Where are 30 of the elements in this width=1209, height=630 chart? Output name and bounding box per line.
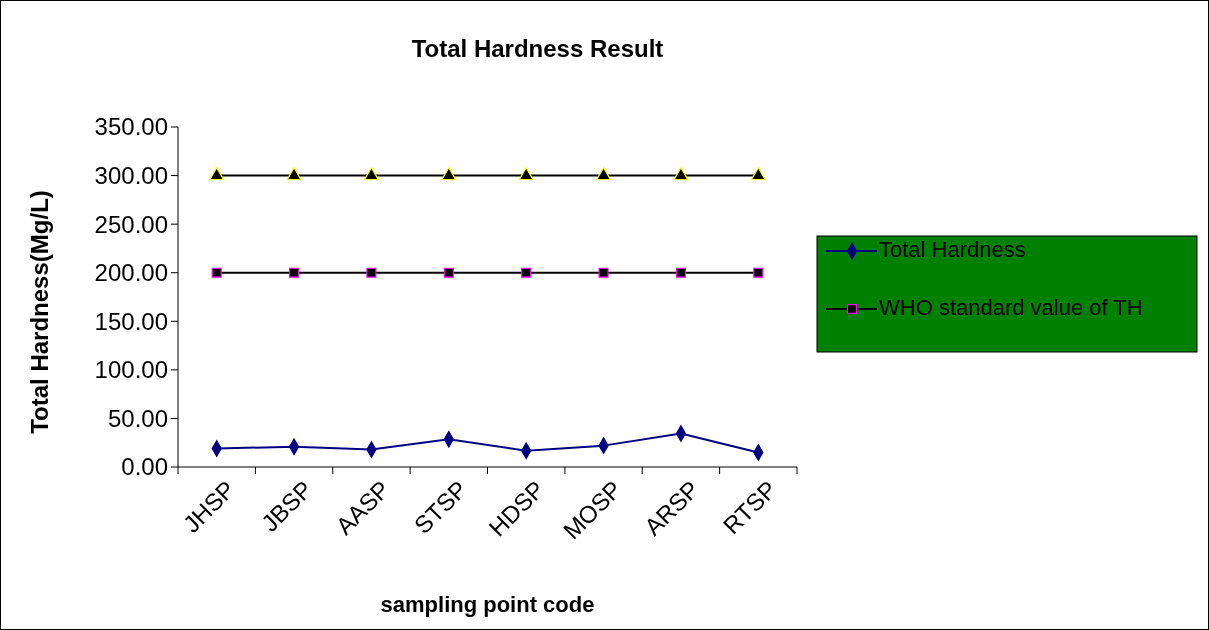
- point: [518, 167, 534, 181]
- y-tick-label: 150.00: [94, 307, 168, 335]
- y-tick-label: 0.00: [121, 453, 168, 481]
- point: [675, 425, 687, 442]
- point: [211, 267, 222, 278]
- point: [366, 267, 377, 278]
- y-tick-label: 100.00: [94, 356, 168, 384]
- point: [364, 167, 379, 181]
- point: [441, 167, 457, 181]
- x-axis-title: sampling point code: [380, 592, 595, 617]
- point: [286, 167, 302, 181]
- point: [750, 167, 766, 181]
- y-tick-label: 350.00: [94, 113, 168, 141]
- legend-label: WHO standard value of TH: [879, 295, 1144, 321]
- point: [598, 267, 609, 278]
- point: [675, 267, 687, 278]
- y-axis-title: Total Hardness(Mg/L): [26, 190, 53, 434]
- y-tick-label: 300.00: [94, 161, 168, 189]
- point: [753, 267, 764, 278]
- legend-label: Total Hardness: [879, 237, 1027, 263]
- point: [673, 167, 689, 181]
- y-tick-label: 50.00: [107, 404, 168, 432]
- point: [521, 267, 532, 278]
- y-tick-label: 250.00: [94, 210, 168, 238]
- point: [443, 267, 454, 278]
- point: [288, 267, 300, 278]
- point: [596, 167, 611, 181]
- point: [209, 167, 225, 181]
- y-tick-label: 200.00: [94, 259, 168, 287]
- chart-title: Total Hardness Result: [411, 35, 664, 62]
